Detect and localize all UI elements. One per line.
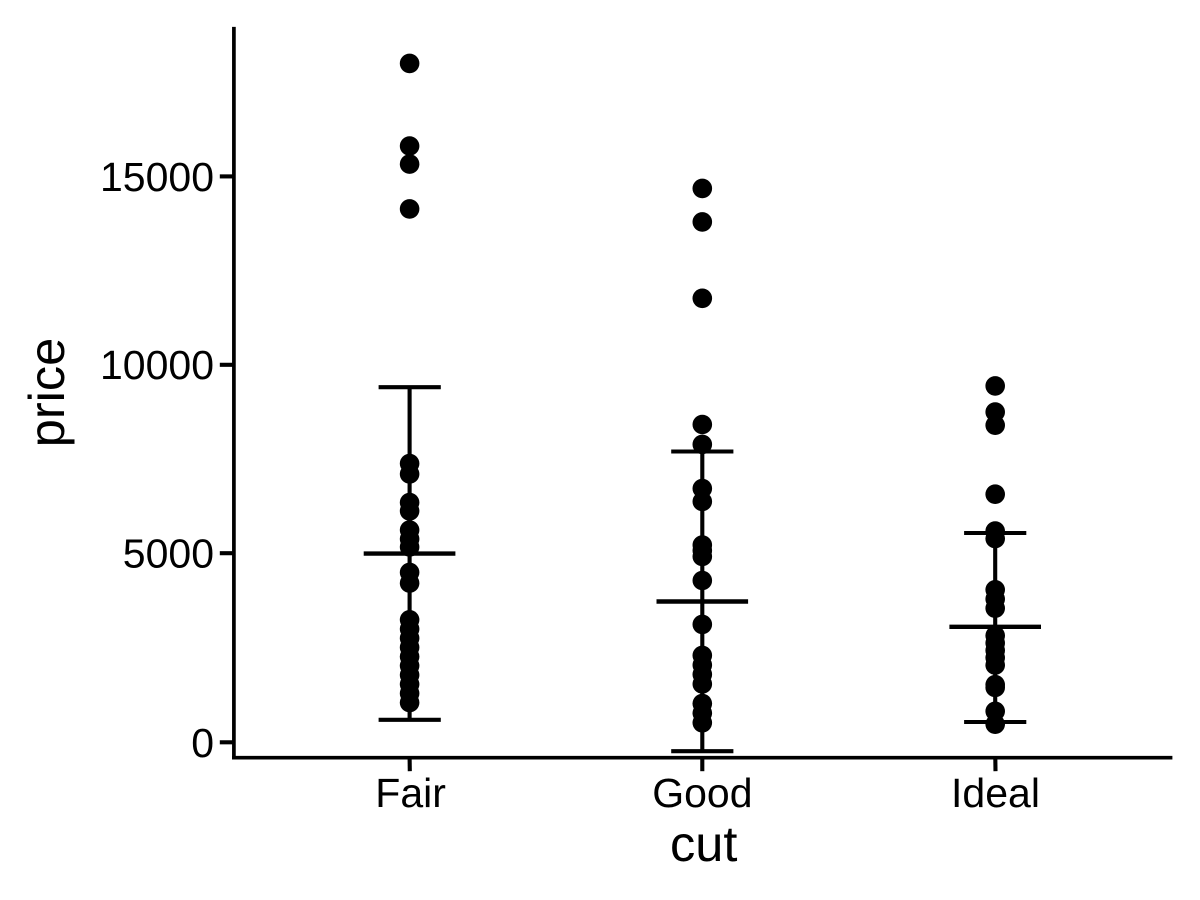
svg-text:price: price — [18, 338, 75, 447]
svg-text:Fair: Fair — [375, 770, 446, 816]
svg-text:0: 0 — [191, 720, 214, 766]
svg-text:cut: cut — [670, 815, 737, 872]
svg-text:5000: 5000 — [123, 531, 214, 577]
svg-text:Ideal: Ideal — [951, 770, 1040, 816]
svg-text:15000: 15000 — [100, 154, 214, 200]
svg-text:Good: Good — [652, 770, 752, 816]
svg-text:10000: 10000 — [100, 342, 214, 388]
